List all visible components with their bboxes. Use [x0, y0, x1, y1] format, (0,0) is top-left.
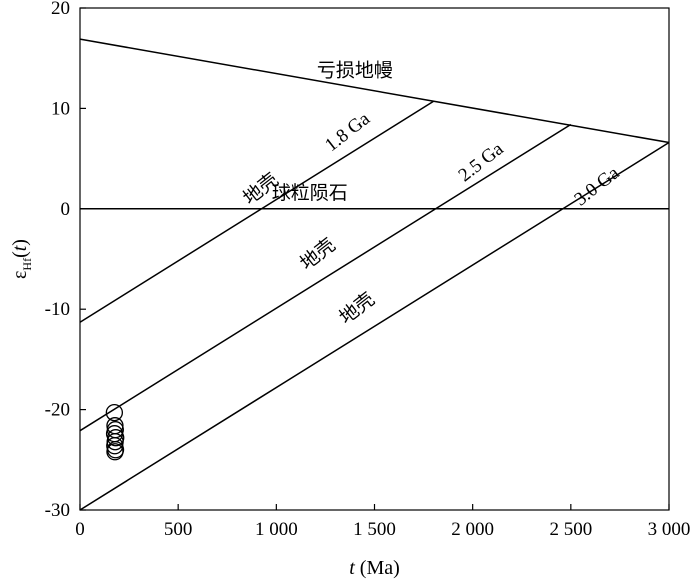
y-axis-label-variable: t: [9, 245, 31, 251]
y-axis-ticks: -30 -20 -10 0 10 20: [45, 0, 86, 521]
x-tick-label: 0: [75, 519, 85, 540]
annotation-label: 球粒陨石: [272, 182, 348, 204]
plot-frame: [79, 7, 670, 511]
line-crust-1.8: [79, 100, 434, 323]
sample-points: [105, 403, 125, 461]
line-crust-2.5: [79, 123, 572, 432]
y-axis-label-subscript: Hf: [20, 258, 34, 271]
y-axis-label-epsilon: ε: [9, 271, 31, 279]
evolution-lines: [79, 38, 670, 511]
annotation-label: 地壳: [335, 288, 379, 329]
x-axis-ticks: 0 500 1 000 1 500 2 000 2 500 3 000: [75, 504, 690, 540]
y-tick-label: -20: [45, 400, 70, 421]
x-axis-label-variable: t: [349, 557, 355, 579]
line-depleted-mantle: [79, 38, 670, 144]
x-tick-label: 1 000: [255, 519, 298, 540]
sample-point: [106, 443, 124, 461]
sample-point: [105, 403, 124, 422]
annotation-label: 3.0 Ga: [570, 162, 623, 210]
y-axis-label-paren-close: ): [9, 239, 31, 246]
annotation-label: 2.5 Ga: [455, 138, 508, 186]
y-axis-label: εHf(t): [9, 239, 34, 279]
annotation-label: 亏损地幔: [317, 59, 393, 81]
y-tick-label: -30: [45, 500, 70, 521]
y-axis-label-paren-open: (: [9, 251, 31, 258]
y-tick-label: 10: [51, 98, 70, 119]
y-tick-label: 0: [61, 199, 71, 220]
line-crust-3.0: [79, 141, 670, 511]
x-tick-label: 2 500: [549, 519, 592, 540]
x-tick-label: 500: [164, 519, 193, 540]
x-tick-label: 2 000: [451, 519, 494, 540]
x-axis-label: t (Ma): [349, 557, 400, 579]
x-tick-label: 1 500: [353, 519, 396, 540]
x-tick-label: 3 000: [648, 519, 691, 540]
y-tick-label: -10: [45, 299, 70, 320]
y-tick-label: 20: [51, 0, 70, 19]
annotation-label: 1.8 Ga: [321, 108, 374, 156]
x-axis-label-unit: (Ma): [355, 557, 400, 579]
annotation-label: 地壳: [296, 234, 340, 275]
